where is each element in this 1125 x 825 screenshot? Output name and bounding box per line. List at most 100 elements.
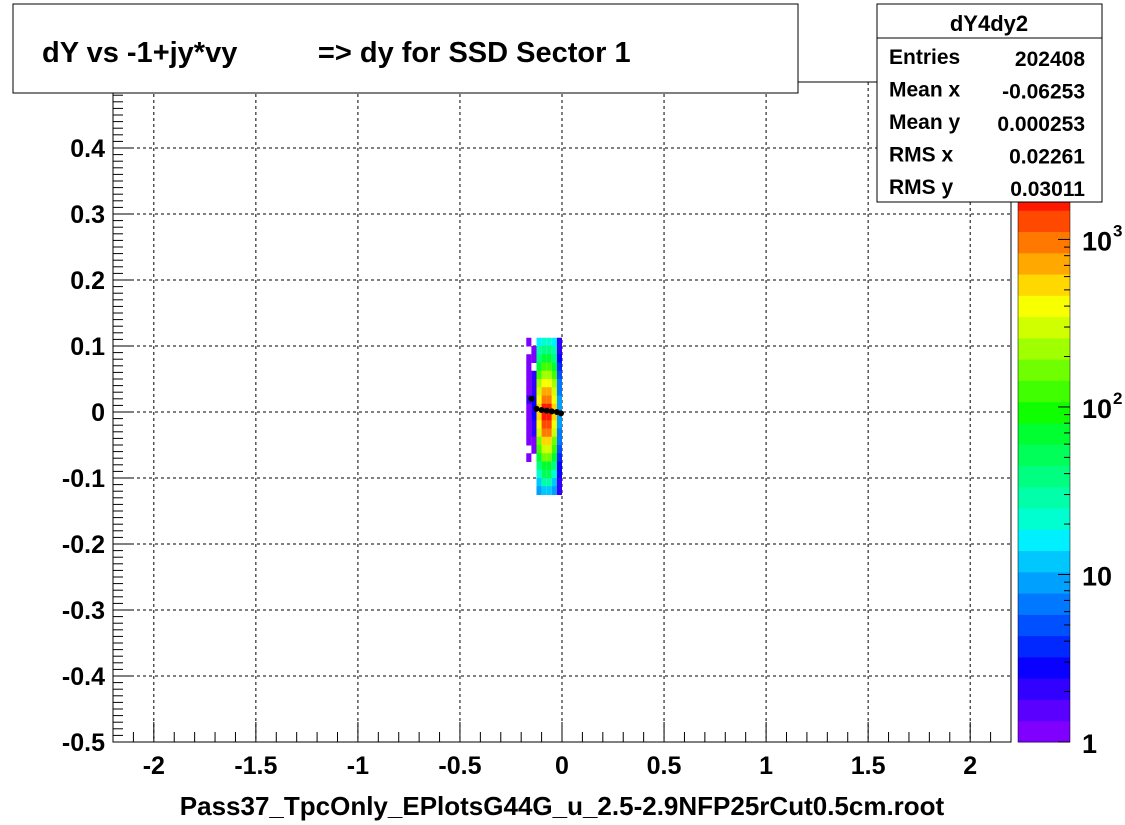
stats-label: RMS y: [889, 176, 954, 199]
heatmap-cell: [556, 370, 562, 380]
palette-label: 10: [1082, 561, 1112, 591]
palette-swatch: [1018, 508, 1070, 530]
heatmap-cell: [551, 412, 557, 421]
heatmap-cell: [551, 486, 557, 495]
heatmap-cell: [551, 453, 557, 462]
chart-title: dY vs -1+jy*vy => dy for SSD Sector 1: [42, 37, 631, 69]
heatmap-cell: [551, 478, 557, 487]
y-tick-label: 0.1: [70, 333, 105, 361]
x-axis: -2 -1.5 -1 -0.5 0 0.5 1 1.5 2: [112, 722, 1012, 780]
palette-swatch: [1018, 274, 1070, 296]
palette-label: 1: [1082, 729, 1097, 759]
heatmap-cell: [546, 469, 552, 479]
heatmap-cell: [556, 469, 562, 479]
heatmap-cell: [546, 461, 552, 471]
heatmap-cell: [541, 395, 547, 405]
heatmap-cell: [546, 395, 552, 405]
x-tick-label: 1.5: [851, 752, 886, 780]
heatmap-cell: [556, 445, 562, 454]
palette-label: 10: [1082, 394, 1112, 424]
palette-label: 10: [1082, 226, 1112, 256]
y-tick-label: -0.1: [62, 465, 105, 493]
heatmap-cell: [526, 412, 532, 421]
heatmap-cell: [546, 379, 552, 388]
heatmap-cell: [531, 420, 537, 429]
palette-swatch: [1018, 486, 1070, 509]
profile-points: [528, 395, 564, 417]
palette-swatch: [1018, 359, 1070, 381]
heatmap-cell: [536, 420, 542, 429]
heatmap-cell: [541, 354, 547, 363]
profile-point: [528, 395, 535, 402]
x-tick-label: -2: [143, 752, 165, 780]
heatmap-cell: [556, 403, 562, 413]
stats-box: dY4dy2 Entries 202408 Mean x -0.06253 Mean y…: [876, 3, 1103, 203]
heatmap-cell: [541, 387, 547, 396]
heatmap-cell: [551, 428, 557, 438]
heatmap-cell: [551, 436, 557, 446]
palette-swatch: [1018, 720, 1070, 743]
heatmap-cell: [541, 362, 547, 372]
stats-value: 202408: [1015, 48, 1085, 71]
x-axis-label: Pass37_TpcOnly_EPlotsG44G_u_2.5-2.9NFP25…: [180, 791, 945, 821]
stats-value: -0.06253: [1002, 81, 1085, 104]
heatmap-cell: [541, 453, 547, 462]
heatmap-cell: [546, 453, 552, 462]
heatmap-cell: [531, 445, 537, 454]
heatmap-cell: [526, 453, 532, 462]
stats-value: 0.000253: [997, 113, 1085, 136]
heatmap-cell: [546, 412, 552, 421]
heatmap-cell: [526, 354, 532, 363]
palette-swatch: [1018, 529, 1070, 552]
heatmap-cell: [551, 387, 557, 396]
heatmap-cell: [541, 428, 547, 438]
heatmap-cell: [556, 453, 562, 462]
palette-swatch: [1018, 316, 1070, 339]
heatmap-cell: [536, 486, 542, 495]
heatmap-cell: [526, 337, 532, 347]
heatmap-cell: [551, 370, 557, 380]
profile-point: [533, 405, 540, 412]
palette-swatch: [1018, 380, 1070, 403]
palette-swatch: [1018, 210, 1070, 233]
palette-swatch: [1018, 678, 1070, 700]
x-tick-label: -1: [347, 752, 369, 780]
stats-value: 0.03011: [1010, 178, 1085, 201]
heatmap-cell: [536, 379, 542, 388]
heatmap-cell: [556, 387, 562, 396]
y-tick-label: -0.4: [62, 663, 105, 691]
palette-swatch: [1018, 635, 1070, 658]
heatmap-cell: [556, 395, 562, 405]
heatmap-cell: [556, 420, 562, 429]
heatmap-cell: [536, 469, 542, 479]
y-tick-label: 0.3: [70, 201, 105, 229]
heatmap-cell: [556, 478, 562, 487]
heatmap-cell: [526, 362, 532, 372]
heatmap-cell: [551, 420, 557, 429]
heatmap-cell: [556, 362, 562, 372]
palette-swatch: [1018, 337, 1070, 360]
x-tick-label: 1: [759, 752, 773, 780]
heatmap-cell: [546, 445, 552, 454]
palette-swatch: [1018, 422, 1070, 445]
heatmap-cell: [526, 403, 532, 413]
heatmap-cell: [541, 412, 547, 421]
heatmap-cell: [541, 445, 547, 454]
heatmap-cell: [536, 412, 542, 421]
heatmap-cell: [541, 370, 547, 380]
heatmap-cell: [531, 436, 537, 446]
y-tick-label: 0: [91, 399, 105, 427]
heatmap-cell: [531, 412, 537, 421]
stats-value: 0.02261: [1009, 146, 1085, 169]
y-tick-label: -0.3: [62, 597, 105, 625]
palette-swatch: [1018, 550, 1070, 573]
heatmap-cell: [531, 379, 537, 388]
heatmap-cell: [541, 379, 547, 388]
heatmap-cell: [546, 354, 552, 363]
stats-label: RMS x: [889, 144, 954, 167]
x-tick-label: -1.5: [234, 752, 277, 780]
heatmap-cell: [536, 461, 542, 471]
x-tick-label: 0.5: [647, 752, 682, 780]
